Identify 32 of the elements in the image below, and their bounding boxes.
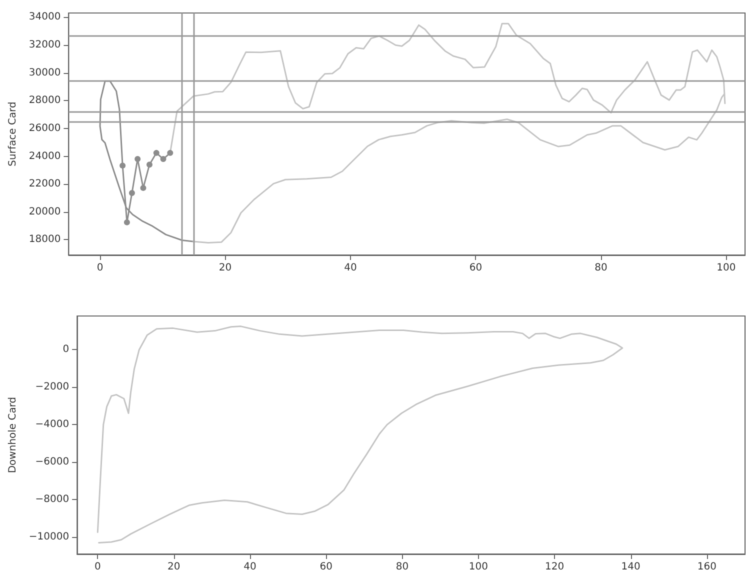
x-tick-label: 100 xyxy=(716,262,736,274)
y-tick-label: −2000 xyxy=(35,382,70,393)
x-tick-label: 0 xyxy=(94,562,101,572)
x-tick-label: 20 xyxy=(167,562,180,572)
y-tick-label: 22000 xyxy=(28,178,61,190)
y-tick-label: 0 xyxy=(62,344,70,356)
y-axis-title: Downhole Card xyxy=(8,396,18,474)
x-tick-label: 40 xyxy=(344,262,357,274)
y-tick-label: 32000 xyxy=(28,39,61,50)
y-tick-label: 26000 xyxy=(28,122,61,134)
x-tick-label: 80 xyxy=(594,262,608,274)
y-tick-label: 18000 xyxy=(28,234,61,246)
y-tick-label: 24000 xyxy=(28,150,61,162)
x-tick-label: 20 xyxy=(218,262,232,274)
y-tick-label: 30000 xyxy=(28,67,61,78)
x-tick-label: 100 xyxy=(468,562,488,572)
x-tick-label: 60 xyxy=(469,262,482,274)
x-tick-label: 80 xyxy=(396,562,409,572)
y-tick-label: −6000 xyxy=(35,456,70,468)
y-tick-label: 20000 xyxy=(28,206,61,218)
y-tick-label: −10000 xyxy=(28,532,70,543)
y-tick-label: 28000 xyxy=(28,95,61,106)
y-tick-label: 34000 xyxy=(28,12,61,23)
x-tick-label: 40 xyxy=(244,562,256,572)
x-tick-label: 0 xyxy=(96,262,104,274)
y-tick-label: −8000 xyxy=(35,494,70,506)
x-tick-label: 160 xyxy=(697,562,716,572)
y-axis-title: Surface Card xyxy=(8,102,18,166)
x-tick-label: 140 xyxy=(621,562,640,572)
x-tick-label: 60 xyxy=(320,562,332,572)
x-tick-label: 120 xyxy=(545,562,564,572)
y-tick-label: −4000 xyxy=(35,419,70,430)
